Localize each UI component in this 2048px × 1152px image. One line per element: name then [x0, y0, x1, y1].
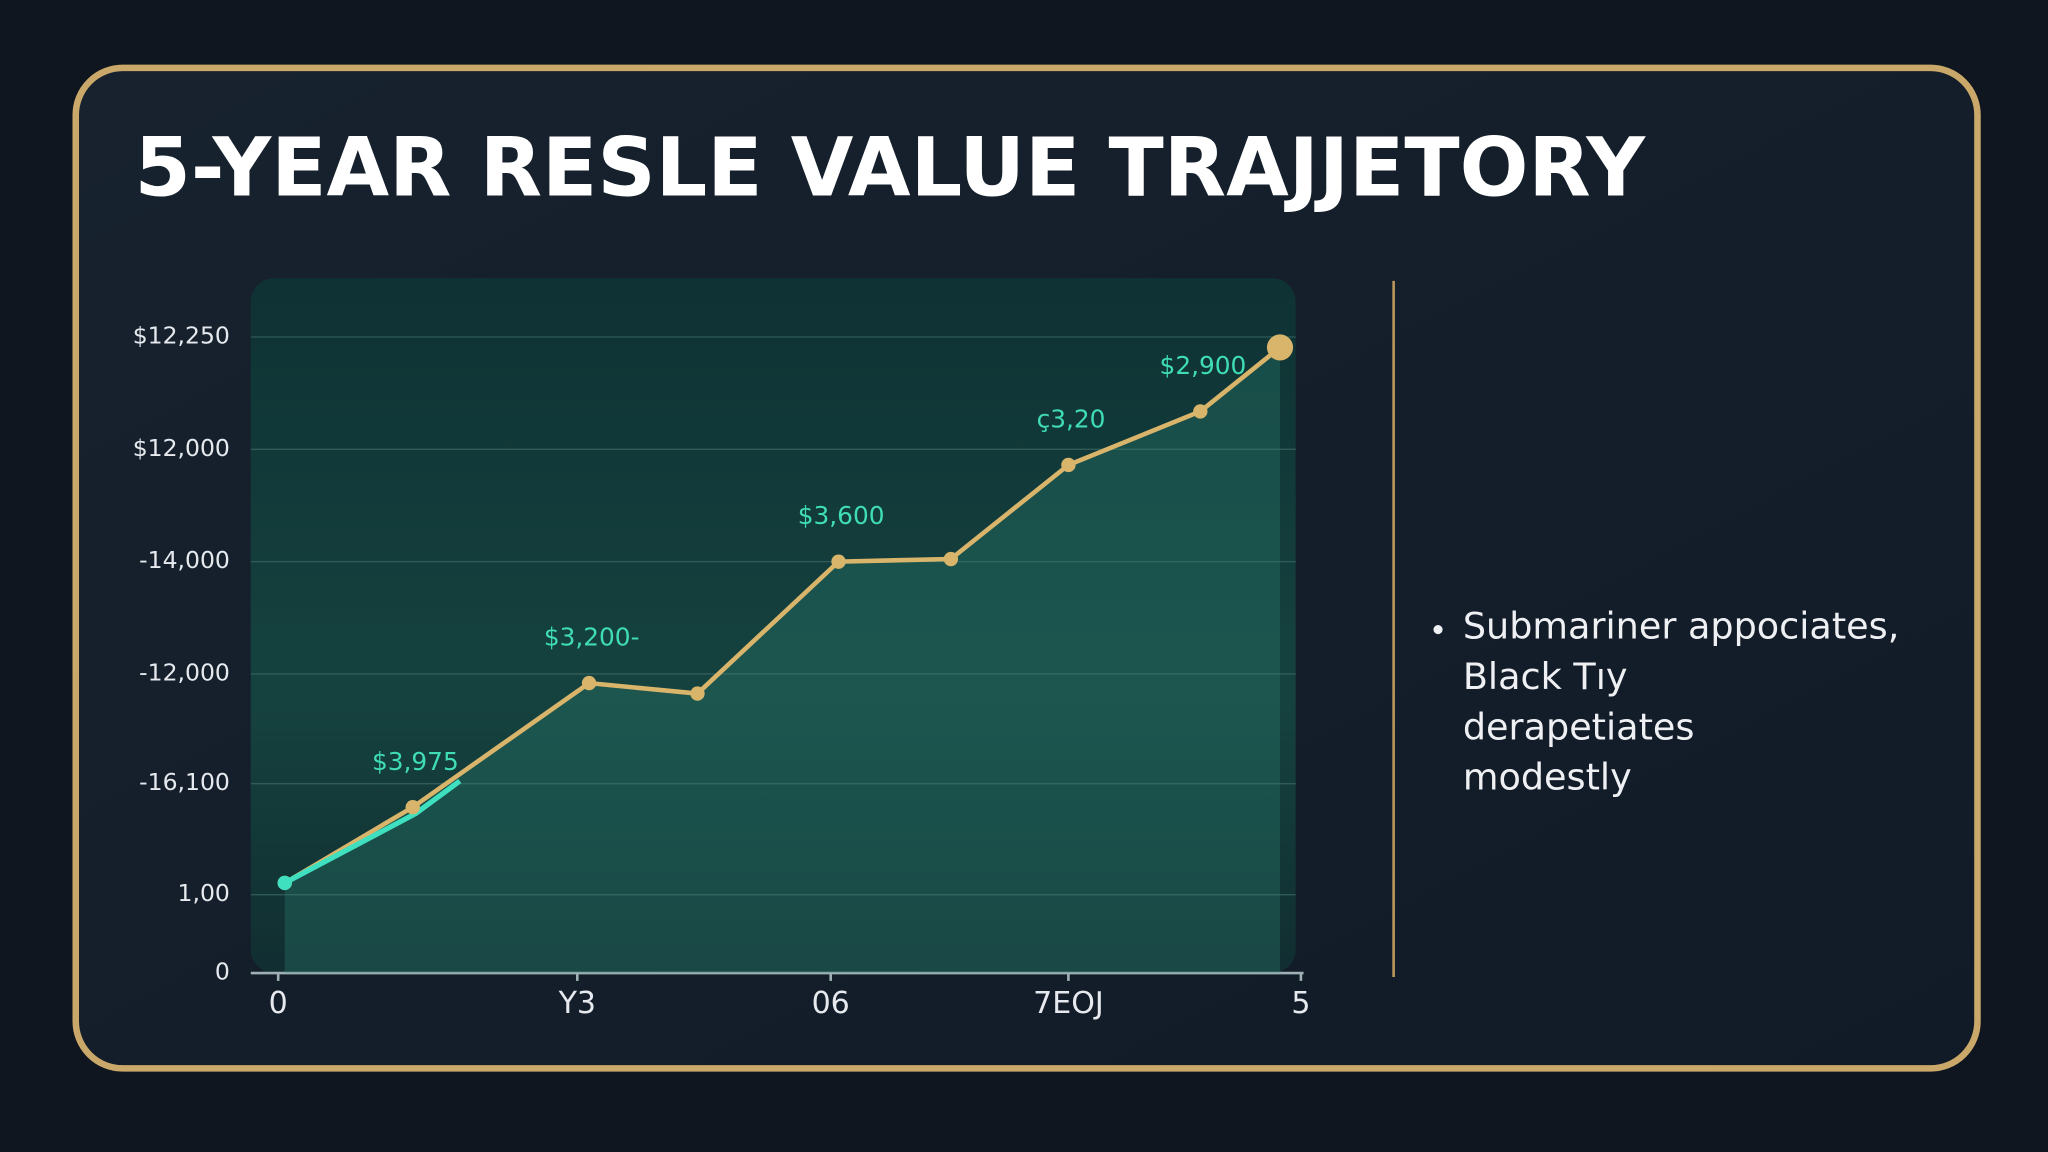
y-tick-label: -16,100: [139, 768, 230, 796]
value-annotation: $3,975: [372, 747, 459, 776]
y-tick-label: $12,250: [133, 321, 230, 349]
point: [277, 875, 292, 891]
value-annotation: $2,900: [1160, 351, 1247, 380]
point: [1266, 334, 1294, 361]
y-tick-label: $12,000: [133, 434, 230, 462]
bullet-line: derapetiates: [1463, 705, 1695, 748]
point: [1061, 457, 1076, 473]
point: [690, 686, 705, 701]
point: [943, 551, 959, 567]
bullet-line: modestly: [1463, 756, 1632, 799]
value-annotation: $3,600: [798, 501, 885, 530]
point: [581, 675, 597, 691]
x-tick-label: 06: [812, 986, 850, 1021]
chart-title: 5-YEAR RESLE VALUE TRAJJETORY: [135, 122, 1647, 216]
point: [1193, 404, 1208, 419]
x-tick-label: 0: [269, 986, 288, 1021]
y-tick-label: -12,000: [139, 658, 230, 686]
bullet-line: Black Tıy: [1463, 655, 1628, 698]
point: [831, 554, 846, 569]
point: [405, 800, 420, 815]
bullet-dot: [1433, 624, 1443, 635]
x-tick-label: 7EOJ: [1033, 986, 1104, 1021]
bullet-line: Submariner appociates,: [1463, 605, 1899, 648]
y-tick-label: 0: [215, 958, 230, 986]
area: [284, 347, 1280, 974]
value-annotation: ç3,20: [1037, 405, 1106, 434]
value-annotation: $3,200-: [544, 623, 640, 652]
y-tick-label: -14,000: [139, 546, 230, 574]
x-tick-label: 5: [1291, 986, 1310, 1021]
y-tick-label: 1,00: [178, 879, 230, 907]
x-tick-label: Y3: [558, 986, 596, 1021]
bullet-text: Submariner appociates, Black Tıy derapetia…: [1463, 605, 1899, 799]
